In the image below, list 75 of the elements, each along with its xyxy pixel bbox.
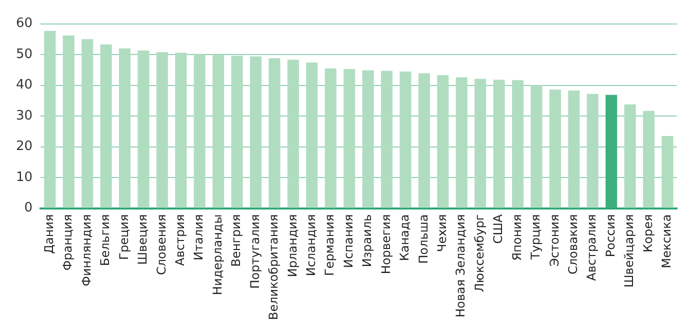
- x-tick-label: Португалия: [248, 214, 262, 289]
- x-tick-label: Корея: [640, 214, 655, 252]
- bar: [138, 50, 150, 208]
- bar: [512, 80, 524, 208]
- x-tick-label: Новая Зеландия: [454, 214, 468, 318]
- bar: [642, 110, 655, 208]
- bar: [344, 69, 356, 208]
- x-tick-label: Испания: [341, 214, 356, 268]
- x-tick-label: Мексика: [660, 214, 674, 268]
- x-tick-label: Польша: [416, 214, 430, 264]
- bar: [586, 94, 598, 208]
- bar: [568, 90, 580, 208]
- x-tick-label: Бельгия: [98, 214, 112, 266]
- bar: [118, 48, 131, 208]
- x-tick-label: Греция: [116, 214, 131, 260]
- bar: [624, 104, 636, 208]
- y-tick-label: 50: [16, 46, 33, 62]
- x-tick-label: Люксембург: [472, 214, 486, 292]
- bar: [606, 94, 618, 208]
- bar: [268, 58, 280, 208]
- bar: [306, 62, 318, 208]
- x-tick-label: Венгрия: [229, 214, 244, 267]
- bar: [380, 70, 393, 208]
- bar: [530, 85, 542, 208]
- x-tick-label: Турция: [528, 214, 543, 261]
- x-tick-label: Швейцария: [622, 214, 636, 288]
- x-tick-label: Нидерланды: [210, 214, 224, 296]
- bar: [474, 78, 486, 208]
- bar: [156, 52, 168, 208]
- x-tick-label: Канада: [398, 214, 412, 262]
- x-tick-label: Ирландия: [285, 214, 300, 278]
- y-tick-label: 40: [16, 78, 33, 93]
- x-tick-label: Финляндия: [79, 214, 94, 286]
- bar: [549, 90, 561, 208]
- x-tick-label: Италия: [192, 214, 206, 260]
- bar: [62, 35, 74, 208]
- x-tick-label: Израиль: [360, 214, 374, 268]
- x-tick-label: Австралия: [584, 214, 599, 281]
- x-tick-label: Германия: [322, 214, 337, 276]
- bar: [418, 73, 430, 208]
- bar: [82, 39, 94, 208]
- bar: [287, 60, 299, 208]
- bar: [437, 75, 449, 208]
- y-tick-label: 30: [16, 108, 33, 124]
- x-tick-label: Эстония: [547, 214, 562, 266]
- x-tick-label: Дания: [42, 214, 56, 254]
- bar: [100, 44, 112, 208]
- y-tick-label: 0: [24, 200, 33, 216]
- y-tick-label: 10: [16, 170, 33, 185]
- x-tick-label: Россия: [603, 214, 618, 258]
- x-tick-label: США: [491, 214, 506, 244]
- x-tick-label: Великобритания: [266, 214, 281, 320]
- x-tick-label: Япония: [510, 214, 524, 261]
- y-tick-label: 60: [16, 16, 33, 32]
- x-tick-label: Чехия: [435, 214, 450, 252]
- bar: [250, 56, 262, 208]
- bar: [400, 71, 412, 208]
- bar: [212, 55, 224, 208]
- bar: [493, 80, 505, 208]
- bar: [362, 70, 374, 208]
- x-tick-label: Норвегия: [378, 214, 393, 274]
- x-tick-label: Франция: [60, 214, 75, 271]
- x-tick-label: Словакия: [566, 214, 580, 274]
- bar: [194, 54, 206, 208]
- x-tick-label: Словения: [154, 214, 168, 276]
- x-tick-label: Австрия: [173, 214, 188, 266]
- bar: [324, 68, 336, 208]
- x-tick-label: Исландия: [304, 214, 318, 276]
- bar: [231, 56, 243, 208]
- bar: [44, 30, 56, 208]
- y-tick-label: 20: [16, 139, 33, 154]
- bar: [456, 77, 468, 208]
- x-tick-label: Швеция: [136, 214, 150, 265]
- bar: [175, 52, 187, 208]
- bar: [662, 136, 674, 208]
